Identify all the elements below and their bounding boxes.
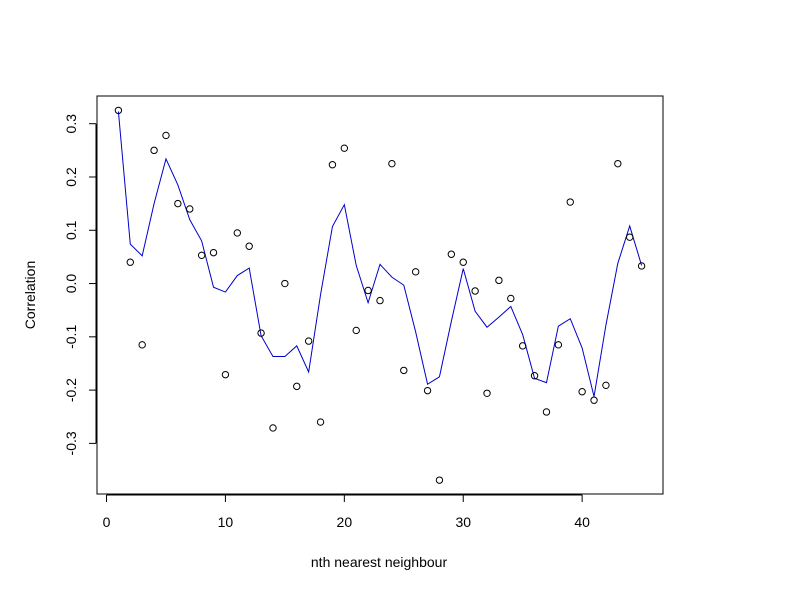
x-tick-label: 40 <box>574 514 590 530</box>
data-point <box>518 342 527 350</box>
plot-box <box>96 95 664 495</box>
data-point <box>340 144 349 152</box>
data-point <box>554 341 563 349</box>
series-points <box>114 106 646 484</box>
y-tick-label: 0.1 <box>63 220 79 240</box>
data-point <box>614 159 622 168</box>
data-point <box>364 286 372 295</box>
data-point <box>376 296 384 305</box>
y-tick-label: -0.3 <box>63 431 79 455</box>
data-point <box>388 159 396 168</box>
data-point <box>304 337 313 345</box>
data-point <box>186 205 194 213</box>
data-point <box>162 131 170 140</box>
x-tick-label: 30 <box>455 514 471 530</box>
data-point <box>423 386 432 395</box>
data-point <box>435 476 444 484</box>
data-point <box>209 248 218 257</box>
data-point <box>316 418 325 426</box>
data-point <box>542 408 551 416</box>
data-point <box>114 106 123 115</box>
data-point <box>126 258 134 266</box>
y-tick-label: 0.3 <box>63 114 79 134</box>
data-point <box>637 262 646 270</box>
data-point <box>459 258 467 266</box>
data-point <box>507 294 515 303</box>
data-point <box>174 199 182 208</box>
data-point <box>245 242 253 250</box>
y-tick-label: -0.2 <box>63 378 79 402</box>
y-tick-label: 0.0 <box>63 274 79 294</box>
series-line <box>117 111 643 397</box>
data-point <box>447 250 456 258</box>
data-point <box>221 370 230 379</box>
data-point <box>233 229 242 237</box>
y-tick-label: 0.2 <box>63 167 79 187</box>
data-point <box>400 366 408 375</box>
data-point <box>483 389 491 397</box>
x-axis-label: nth nearest neighbour <box>311 554 448 570</box>
x-tick-label: 10 <box>218 514 234 530</box>
y-tick-label: -0.1 <box>63 325 79 349</box>
data-point <box>566 198 574 206</box>
data-point <box>138 341 146 349</box>
data-point <box>197 251 206 260</box>
x-tick-label: 20 <box>337 514 353 530</box>
data-point <box>530 372 539 380</box>
data-point <box>352 326 360 335</box>
x-axis: 0 10 20 30 40 <box>103 494 590 530</box>
data-point <box>269 424 277 432</box>
data-point <box>626 233 634 241</box>
data-point <box>495 276 503 285</box>
data-point <box>293 382 301 391</box>
data-point <box>471 287 479 295</box>
data-point <box>578 388 586 396</box>
data-point <box>257 329 265 337</box>
y-axis: -0.3 -0.2 -0.1 0.0 0.1 0.2 0.3 <box>63 114 97 455</box>
data-point <box>281 279 289 288</box>
data-point <box>411 268 420 276</box>
data-point <box>328 161 337 169</box>
data-point <box>150 146 158 155</box>
x-tick-label: 0 <box>103 514 111 530</box>
data-point <box>590 396 598 404</box>
data-point <box>602 381 610 390</box>
y-axis-label: Correlation <box>22 261 38 329</box>
